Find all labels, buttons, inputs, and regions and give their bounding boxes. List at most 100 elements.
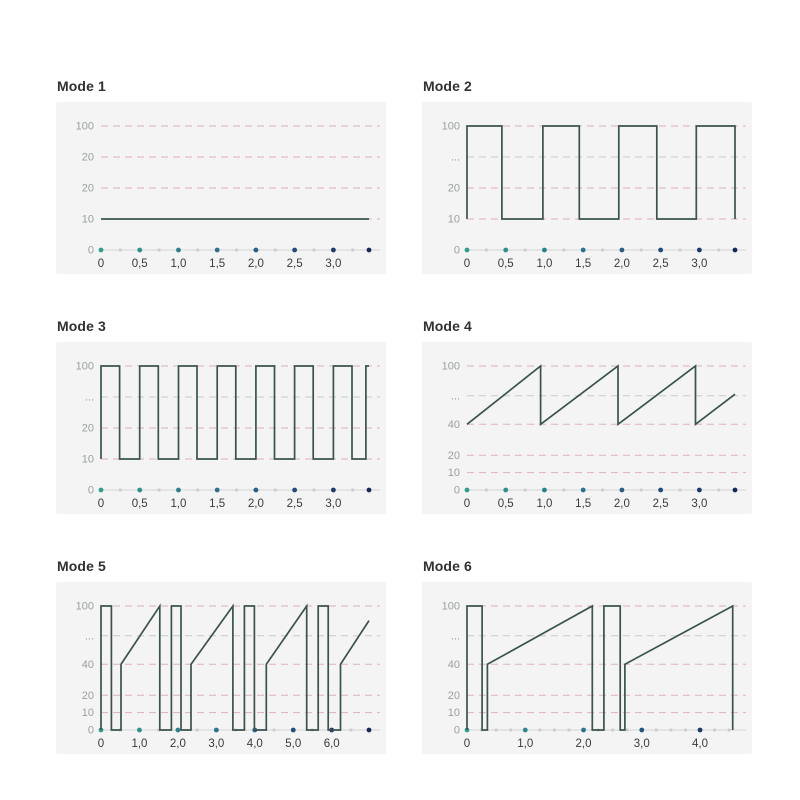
x-axis-label: 2,5: [287, 258, 303, 270]
x-axis-labels: 0 1,0 2,0 3,0 4,0 5,0 6,0: [98, 738, 340, 750]
x-axis-label: 4,0: [692, 738, 708, 750]
chart-title: Mode 4: [423, 318, 472, 334]
axis-dot: [464, 487, 470, 493]
axis-dot: [581, 727, 586, 733]
y-axis-label: 10: [448, 214, 460, 226]
axis-dot: [522, 727, 528, 733]
y-axis-label: ...: [451, 152, 460, 164]
x-axis-label: 3,0: [691, 258, 707, 270]
minor-tick: [567, 728, 571, 732]
x-axis-label: 5,0: [285, 738, 301, 750]
minor-tick: [669, 728, 673, 732]
waveform-line: [100, 365, 369, 460]
minor-tick: [727, 728, 731, 732]
minor-tick: [562, 488, 566, 492]
axis-dot: [697, 727, 703, 733]
minor-tick: [235, 488, 238, 492]
minor-tick: [523, 488, 527, 492]
axis-dot: [503, 487, 509, 493]
minor-tick: [351, 248, 355, 252]
x-axis-label: 0,5: [132, 258, 148, 270]
x-axis-label: 6,0: [324, 738, 340, 750]
minor-tick: [349, 728, 353, 732]
x-axis-label: 2,0: [614, 258, 630, 270]
x-axis-label: 1,5: [209, 258, 225, 270]
x-axis-label: 1,0: [170, 258, 186, 270]
axis-dot: [292, 247, 298, 253]
x-axis-label: 2,0: [248, 498, 264, 510]
minor-tick: [484, 488, 488, 492]
gridlines: [467, 605, 746, 714]
axis-dot: [696, 247, 702, 253]
x-axis-label: 0,5: [498, 498, 514, 510]
y-axis-label: ...: [451, 390, 460, 402]
axis-dot: [253, 247, 259, 253]
y-axis-label: 10: [448, 707, 460, 719]
minor-tick: [523, 248, 527, 252]
x-axis-minor-ticks: [484, 488, 721, 492]
minor-tick: [118, 488, 122, 492]
chart-panel-background: [422, 582, 752, 754]
y-axis-label: ...: [85, 630, 94, 642]
minor-tick: [601, 488, 604, 492]
y-axis-label: 20: [82, 690, 94, 702]
y-axis-label: 10: [82, 454, 94, 466]
axis-dot: [98, 247, 104, 253]
axis-dots: [98, 487, 372, 493]
x-axis-label: 3,0: [325, 258, 341, 270]
x-axis-labels: 0 0,5 1,0 1,5 2,0 2,5 3,0: [464, 258, 708, 270]
x-axis-labels: 0 0,5 1,0 1,5 2,0 2,5 3,0: [98, 258, 342, 270]
axis-dot: [696, 487, 702, 493]
chart-panel-background: [56, 582, 386, 754]
x-axis-label: 0: [98, 738, 104, 750]
axis-dot: [542, 247, 547, 253]
minor-tick: [312, 488, 316, 492]
minor-tick: [678, 248, 682, 252]
axis-dot: [137, 487, 143, 493]
x-axis-label: 2,5: [287, 498, 303, 510]
minor-tick: [157, 248, 161, 252]
axis-dot: [176, 487, 181, 493]
axis-dot: [366, 727, 372, 733]
y-axis-label: ...: [85, 392, 94, 404]
axis-dot: [580, 487, 586, 493]
axis-dot: [292, 487, 298, 493]
axis-dot: [658, 487, 664, 493]
waveform-line: [466, 125, 736, 220]
axis-dot: [658, 247, 664, 253]
y-axis-label: 20: [448, 183, 460, 195]
x-axis-label: 0: [464, 258, 470, 270]
y-axis-label: 40: [82, 659, 94, 671]
charts-grid: Mode 1 100 20 20 10 0 0 0,5 1,0 1,5 2,0 2,5 3,0 Mode …: [56, 78, 752, 754]
chart-card-mode-4: Mode 4 100... 40 20 10 0 0 0,5 1,0 1,5 2,0 2,5 3,0: [422, 318, 752, 514]
x-axis-label: 1,0: [517, 738, 533, 750]
chart-title: Mode 1: [57, 78, 106, 94]
x-axis-label: 0: [464, 498, 470, 510]
y-axis-label: 100: [76, 601, 94, 613]
axis-dots: [464, 247, 738, 253]
minor-tick: [717, 248, 721, 252]
axis-dots: [98, 247, 372, 253]
axis-dot: [137, 727, 142, 733]
axis-dot: [639, 727, 645, 733]
axis-dot: [732, 487, 738, 493]
y-axis-label: 20: [82, 423, 94, 435]
y-axis-label: 0: [88, 245, 94, 257]
x-axis-labels: 0 0,5 1,0 1,5 2,0 2,5 3,0: [98, 498, 342, 510]
waveform-line: [100, 603, 370, 731]
minor-tick: [484, 248, 488, 252]
y-axis-label: 10: [82, 707, 94, 719]
x-axis-label: 1,0: [536, 258, 552, 270]
x-axis-label: 2,0: [170, 738, 186, 750]
minor-tick: [713, 728, 717, 732]
minor-tick: [235, 248, 238, 252]
axis-dot: [580, 247, 586, 253]
x-axis-label: 1,5: [209, 498, 225, 510]
x-axis-label: 4,0: [247, 738, 263, 750]
x-axis-label: 2,0: [576, 738, 592, 750]
axis-dot: [176, 247, 181, 253]
minor-tick: [717, 488, 721, 492]
axis-dot: [98, 487, 104, 493]
